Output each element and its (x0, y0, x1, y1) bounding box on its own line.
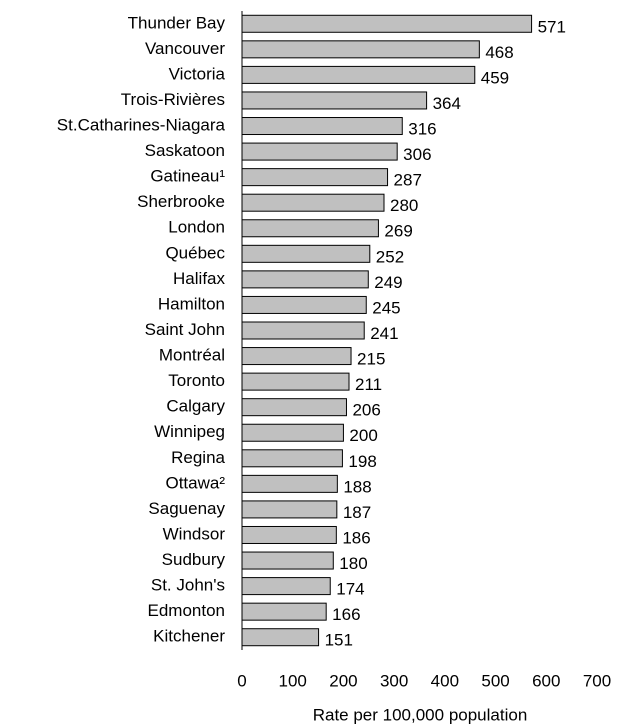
y-tick-label: Ottawa² (165, 473, 225, 492)
y-tick-label: St.Catharines-Niagara (57, 116, 226, 135)
bar (241, 372, 350, 391)
value-label: 241 (370, 324, 398, 343)
y-tick-label: Québec (165, 243, 225, 262)
value-label: 215 (357, 350, 385, 369)
value-label: 174 (336, 580, 364, 599)
bar (241, 398, 347, 417)
value-label: 287 (394, 171, 422, 190)
bar (241, 40, 480, 59)
y-tick-label: Gatineau¹ (150, 167, 225, 186)
value-label: 188 (343, 477, 371, 496)
x-tick-label: 500 (481, 671, 509, 690)
y-tick-label: Vancouver (145, 39, 225, 58)
x-tick-label: 100 (279, 671, 307, 690)
bar (241, 577, 331, 596)
value-label: 151 (325, 631, 353, 650)
y-tick-label: Toronto (168, 371, 225, 390)
bar (241, 295, 367, 314)
y-tick-label: Halifax (173, 269, 225, 288)
y-tick-label: London (168, 218, 225, 237)
value-label: 269 (384, 222, 412, 241)
value-label: 186 (342, 528, 370, 547)
value-label: 280 (390, 196, 418, 215)
bar (241, 347, 352, 366)
bar (241, 500, 338, 519)
y-tick-label: Sudbury (162, 550, 226, 569)
y-tick-label: Montréal (159, 346, 225, 365)
value-label: 316 (408, 120, 436, 139)
y-tick-label: Regina (171, 448, 225, 467)
y-tick-label: Hamilton (158, 294, 225, 313)
value-label: 206 (352, 401, 380, 420)
value-label: 306 (403, 145, 431, 164)
x-tick-label: 200 (329, 671, 357, 690)
value-label: 245 (372, 298, 400, 317)
y-tick-label: Sherbrooke (137, 192, 225, 211)
value-label: 252 (376, 247, 404, 266)
x-tick-label: 0 (237, 671, 246, 690)
value-label: 364 (433, 94, 461, 113)
value-label: 166 (332, 605, 360, 624)
x-axis-title: Rate per 100,000 population (313, 705, 528, 724)
y-tick-label: Trois-Rivières (121, 90, 225, 109)
bar (241, 117, 403, 136)
x-tick-label: 400 (431, 671, 459, 690)
bar (241, 270, 369, 289)
value-label: 459 (481, 68, 509, 87)
y-tick-label: Windsor (163, 524, 226, 543)
bar (241, 602, 327, 621)
bar (241, 219, 379, 238)
y-tick-label: Thunder Bay (128, 13, 226, 32)
value-label: 211 (355, 375, 382, 394)
bar (241, 91, 428, 110)
bar (241, 14, 533, 33)
y-tick-label: Calgary (166, 397, 225, 416)
value-label: 200 (349, 426, 377, 445)
x-tick-label: 600 (532, 671, 560, 690)
bar (241, 474, 338, 493)
bar (241, 628, 320, 647)
y-tick-label: Saskatoon (145, 141, 225, 160)
y-tick-label: Edmonton (148, 601, 226, 620)
bar (241, 525, 337, 544)
y-tick-label: St. John's (151, 576, 225, 595)
bar (241, 193, 385, 212)
value-label: 468 (485, 43, 513, 62)
y-tick-label: Winnipeg (154, 422, 225, 441)
bar (241, 423, 344, 442)
value-label: 180 (339, 554, 367, 573)
y-tick-label: Kitchener (153, 627, 225, 646)
y-tick-label: Saguenay (148, 499, 225, 518)
value-label: 187 (343, 503, 371, 522)
value-label: 198 (348, 452, 376, 471)
value-label: 571 (538, 17, 566, 36)
bar (241, 321, 365, 340)
y-tick-label: Saint John (145, 320, 225, 339)
x-tick-label: 300 (380, 671, 408, 690)
bar (241, 65, 476, 84)
bar (241, 168, 389, 187)
bar (241, 142, 398, 161)
bar (241, 244, 371, 263)
bar (241, 449, 343, 468)
value-label: 249 (374, 273, 402, 292)
x-tick-label: 700 (583, 671, 611, 690)
y-tick-label: Victoria (169, 64, 226, 83)
bar (241, 551, 334, 570)
